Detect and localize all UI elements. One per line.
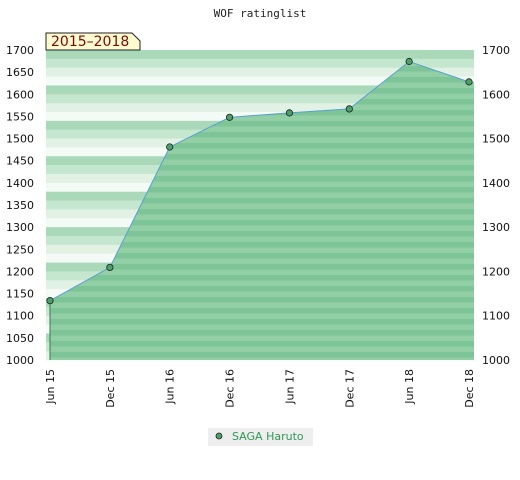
y-tick-label: 1600 — [6, 88, 34, 101]
y-tick-label: 1700 — [6, 44, 34, 57]
background-band — [46, 67, 474, 77]
y-tick-label: 1000 — [6, 354, 34, 367]
data-point — [106, 263, 114, 272]
data-point — [285, 109, 294, 117]
x-axis: Jun 15 Dec 15 Jun 16 Dec 16 Jun 17 Dec 17 Jun … — [44, 369, 476, 408]
y-tick-label: 1250 — [6, 243, 34, 256]
background-band — [46, 50, 474, 60]
y-right-tick-label: 1400 — [482, 177, 510, 190]
data-point — [166, 143, 174, 151]
y-tick-label: 1400 — [6, 177, 34, 190]
y-right-tick-label: 1500 — [482, 133, 510, 146]
y-tick-label: 1050 — [6, 332, 34, 345]
x-tick-label: Dec 15 — [104, 369, 117, 408]
background-band — [46, 58, 474, 69]
y-axis-right: 1000 1100 1200 1300 1400 1500 1600 1700 — [482, 44, 510, 367]
data-point — [345, 105, 353, 113]
area-layer — [49, 60, 474, 361]
chart-title: WOF ratinglist — [214, 7, 307, 20]
x-tick-label: Jun 15 — [44, 369, 57, 405]
y-tick-label: 1100 — [6, 310, 34, 323]
y-right-tick-label: 1000 — [482, 354, 510, 367]
data-points — [46, 57, 473, 305]
legend: SAGA Haruto — [208, 428, 313, 446]
y-right-tick-label: 1600 — [482, 88, 510, 101]
x-tick-label: Dec 18 — [463, 369, 476, 408]
y-right-tick-label: 1300 — [482, 221, 510, 234]
y-tick-label: 1350 — [6, 199, 34, 212]
y-tick-label: 1550 — [6, 110, 34, 123]
background-band — [46, 76, 474, 86]
data-point — [465, 78, 473, 86]
series-line — [49, 60, 470, 302]
x-tick-label: Dec 17 — [343, 369, 356, 408]
y-tick-label: 1150 — [6, 288, 34, 301]
y-tick-label: 1650 — [6, 66, 34, 79]
y-axis-left: 1000 1050 1100 1150 1200 1250 1300 1350 1400 1450… — [6, 44, 34, 367]
data-point — [225, 113, 234, 121]
data-point — [405, 57, 413, 66]
y-right-tick-label: 1700 — [482, 44, 510, 57]
y-tick-label: 1200 — [6, 265, 34, 278]
y-right-tick-label: 1100 — [482, 310, 510, 323]
x-tick-label: Jun 17 — [283, 369, 296, 405]
data-point — [46, 297, 54, 305]
x-tick-label: Dec 16 — [224, 369, 237, 408]
legend-label: SAGA Haruto — [232, 430, 304, 443]
period-badge-label: 2015–2018 — [51, 34, 129, 50]
legend-marker — [215, 432, 223, 440]
background-band — [46, 85, 474, 95]
series-area — [50, 61, 474, 361]
y-right-tick-label: 1200 — [482, 265, 510, 278]
background-band — [46, 103, 474, 113]
period-badge: 2015–2018 — [45, 32, 141, 51]
y-tick-label: 1450 — [6, 155, 34, 168]
y-tick-label: 1300 — [6, 221, 34, 234]
x-tick-label: Jun 18 — [403, 369, 416, 405]
background-band — [46, 94, 474, 104]
y-tick-label: 1500 — [6, 133, 34, 146]
x-tick-label: Jun 16 — [164, 369, 177, 405]
